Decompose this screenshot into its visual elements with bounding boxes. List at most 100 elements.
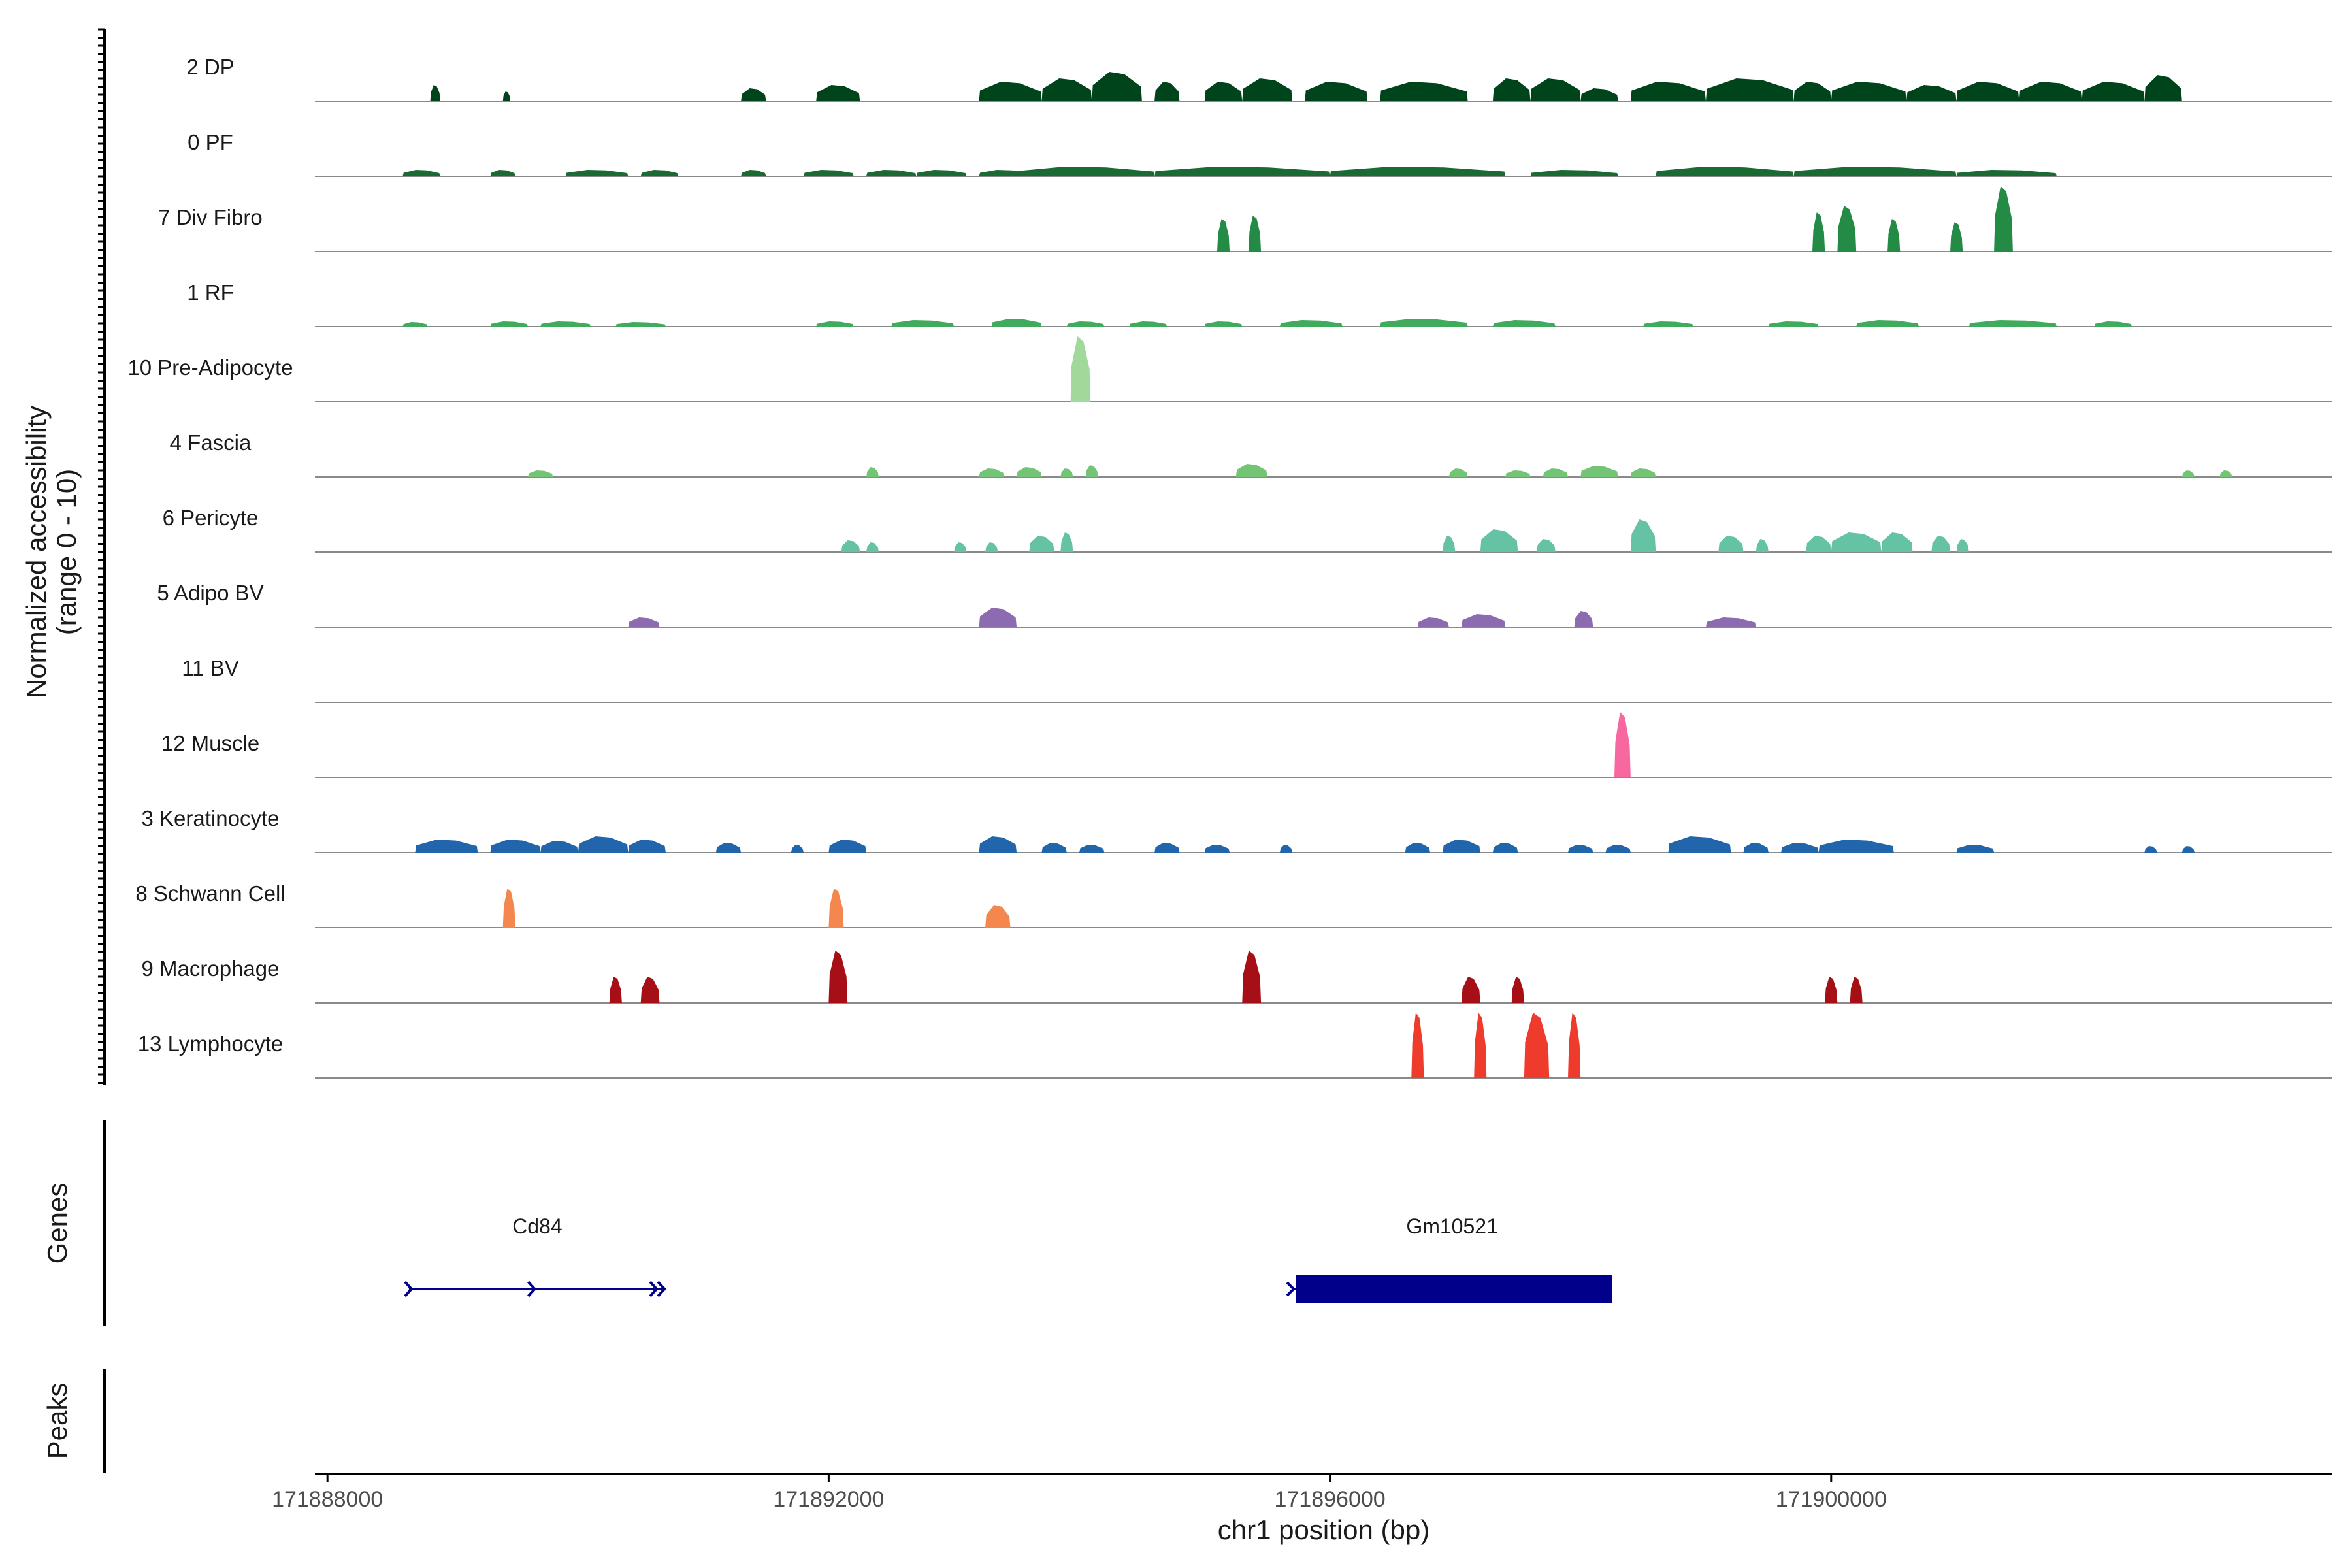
- coverage-peak: [1568, 1013, 1581, 1078]
- peaks-panel: Peaks: [42, 1369, 106, 1473]
- coverage-peak: [1204, 845, 1230, 853]
- coverage-peak: [1017, 467, 1042, 477]
- coverage-peak: [1831, 82, 1906, 101]
- coverage-peak: [2181, 846, 2195, 853]
- gene-label: Gm10521: [1406, 1215, 1498, 1238]
- coverage-peak: [2181, 470, 2195, 477]
- coverage-peak: [1248, 216, 1262, 252]
- track-5: 4 Fascia: [170, 431, 2332, 478]
- coverage-peak: [1492, 320, 1556, 327]
- track-label: 5 Adipo BV: [157, 581, 263, 605]
- coverage-peak: [804, 170, 854, 176]
- coverage-peak: [1768, 321, 1819, 327]
- coverage-peak: [1887, 219, 1901, 252]
- coverage-peak: [1279, 320, 1343, 327]
- coverage-peak: [528, 470, 553, 477]
- coverage-peak: [1417, 617, 1449, 627]
- y-axis-title-line: (range 0 - 10): [51, 469, 82, 635]
- coverage-peak: [1041, 843, 1067, 853]
- coverage-peak: [916, 170, 967, 176]
- coverage-peak: [1154, 843, 1180, 853]
- gene-exon-block: [1296, 1275, 1612, 1303]
- gene-Cd84: Cd84: [404, 1215, 666, 1298]
- track-label: 1 RF: [187, 280, 234, 304]
- track-label: 9 Macrophage: [142, 956, 280, 981]
- coverage-peak: [540, 321, 591, 327]
- coverage-peak: [979, 170, 1030, 176]
- coverage-peak: [1474, 1013, 1487, 1078]
- coverage-peak: [1204, 321, 1243, 327]
- strand-arrow: [649, 1281, 659, 1298]
- coverage-peak: [979, 468, 1004, 477]
- strand-arrow: [1286, 1281, 1296, 1297]
- coverage-peak: [1279, 845, 1292, 853]
- coverage-peak: [816, 85, 860, 101]
- y-axis-title: Normalized accessibility(range 0 - 10): [21, 406, 82, 698]
- coverage-peak: [502, 889, 515, 928]
- coverage-peak: [1968, 320, 2057, 327]
- coverage-peak: [1568, 845, 1593, 853]
- coverage-peak: [828, 840, 866, 853]
- track-label: 12 Muscle: [161, 731, 259, 755]
- track-label: 3 Keratinocyte: [142, 806, 280, 830]
- coverage-peak: [1448, 468, 1468, 477]
- coverage-peak: [1217, 219, 1230, 252]
- coverage-peak: [1380, 319, 1468, 327]
- coverage-peak: [2082, 82, 2145, 101]
- coverage-peak: [565, 170, 629, 176]
- coverage-peak: [841, 540, 860, 552]
- coverage-peak: [1956, 845, 1995, 853]
- coverage-peak: [979, 608, 1017, 627]
- coverage-peak: [1850, 977, 1863, 1003]
- strand-arrow: [527, 1281, 537, 1298]
- coverage-peak: [2144, 846, 2157, 853]
- coverage-peak: [1837, 206, 1857, 252]
- peaks-panel-title: Peaks: [42, 1383, 73, 1460]
- coverage-peak: [1580, 88, 1618, 101]
- coverage-peak: [979, 836, 1017, 853]
- coverage-peak: [1818, 840, 1894, 853]
- coverage-peak: [430, 85, 440, 101]
- coverage-peak: [1881, 532, 1913, 552]
- coverage-peak: [985, 905, 1011, 928]
- coverage-peak: [540, 841, 578, 853]
- coverage-peak: [1537, 539, 1556, 552]
- coverage-peak: [1781, 843, 1819, 853]
- genes-panel: Genes Cd84 Gm10521: [42, 1120, 1612, 1326]
- coverage-peak: [1956, 170, 2057, 176]
- track-13: 13 Lymphocyte: [138, 1013, 2332, 1079]
- coverage-peak: [1411, 1013, 1424, 1078]
- coverage-peak: [2094, 321, 2132, 327]
- coverage-peak: [1066, 321, 1105, 327]
- coverage-peak: [1643, 321, 1693, 327]
- coverage-peak: [1305, 82, 1368, 101]
- coverage-peak: [1462, 977, 1480, 1003]
- coverage-peak: [866, 542, 879, 552]
- coverage-peak: [1242, 78, 1292, 101]
- coverage-peak: [1070, 336, 1091, 402]
- x-tick-label: 171896000: [1274, 1487, 1385, 1512]
- track-4: 10 Pre-Adipocyte: [127, 336, 2332, 402]
- x-tick-label: 171888000: [272, 1487, 383, 1512]
- coverage-peak: [1330, 167, 1506, 176]
- coverage-peak: [1605, 845, 1631, 853]
- coverage-peak: [1706, 617, 1756, 627]
- coverage-peak: [828, 951, 848, 1003]
- coverage-peak: [1706, 78, 1794, 101]
- coverage-peak: [979, 82, 1042, 101]
- coverage-peak: [1242, 951, 1262, 1003]
- coverage-peak: [502, 91, 511, 101]
- coverage-peak: [490, 840, 541, 853]
- track-12: 9 Macrophage: [142, 951, 2332, 1004]
- y-axis-title-line: Normalized accessibility: [21, 406, 52, 698]
- coverage-peak: [609, 977, 622, 1003]
- coverage-peak: [1129, 321, 1168, 327]
- y-axis: Normalized accessibility(range 0 - 10): [21, 28, 106, 1085]
- coverage-peak: [791, 845, 804, 853]
- coverage-peak: [1154, 82, 1180, 101]
- coverage-peak: [1235, 464, 1267, 477]
- coverage-peak: [1041, 78, 1092, 101]
- track-label: 11 BV: [182, 656, 238, 680]
- coverage-peak: [1492, 843, 1518, 853]
- coverage-peak: [1060, 532, 1073, 552]
